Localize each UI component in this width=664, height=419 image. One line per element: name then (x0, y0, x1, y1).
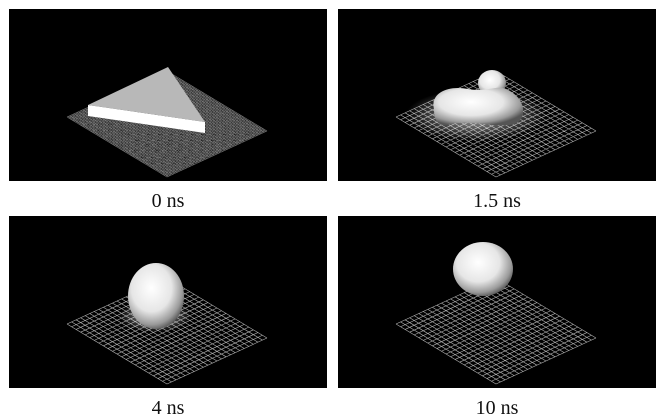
caption: 4 ns (152, 397, 185, 419)
caption: 1.5 ns (473, 190, 521, 212)
caption: 0 ns (152, 190, 185, 212)
figure: 0 ns 1.5 ns 4 ns 10 ns (0, 0, 664, 419)
panel (9, 216, 327, 388)
panel (9, 9, 327, 181)
panel (338, 216, 656, 388)
blob (128, 263, 184, 329)
blob (433, 88, 523, 126)
panel-background (338, 216, 656, 388)
blob (453, 242, 513, 296)
panel (338, 9, 656, 181)
caption: 10 ns (476, 397, 519, 419)
